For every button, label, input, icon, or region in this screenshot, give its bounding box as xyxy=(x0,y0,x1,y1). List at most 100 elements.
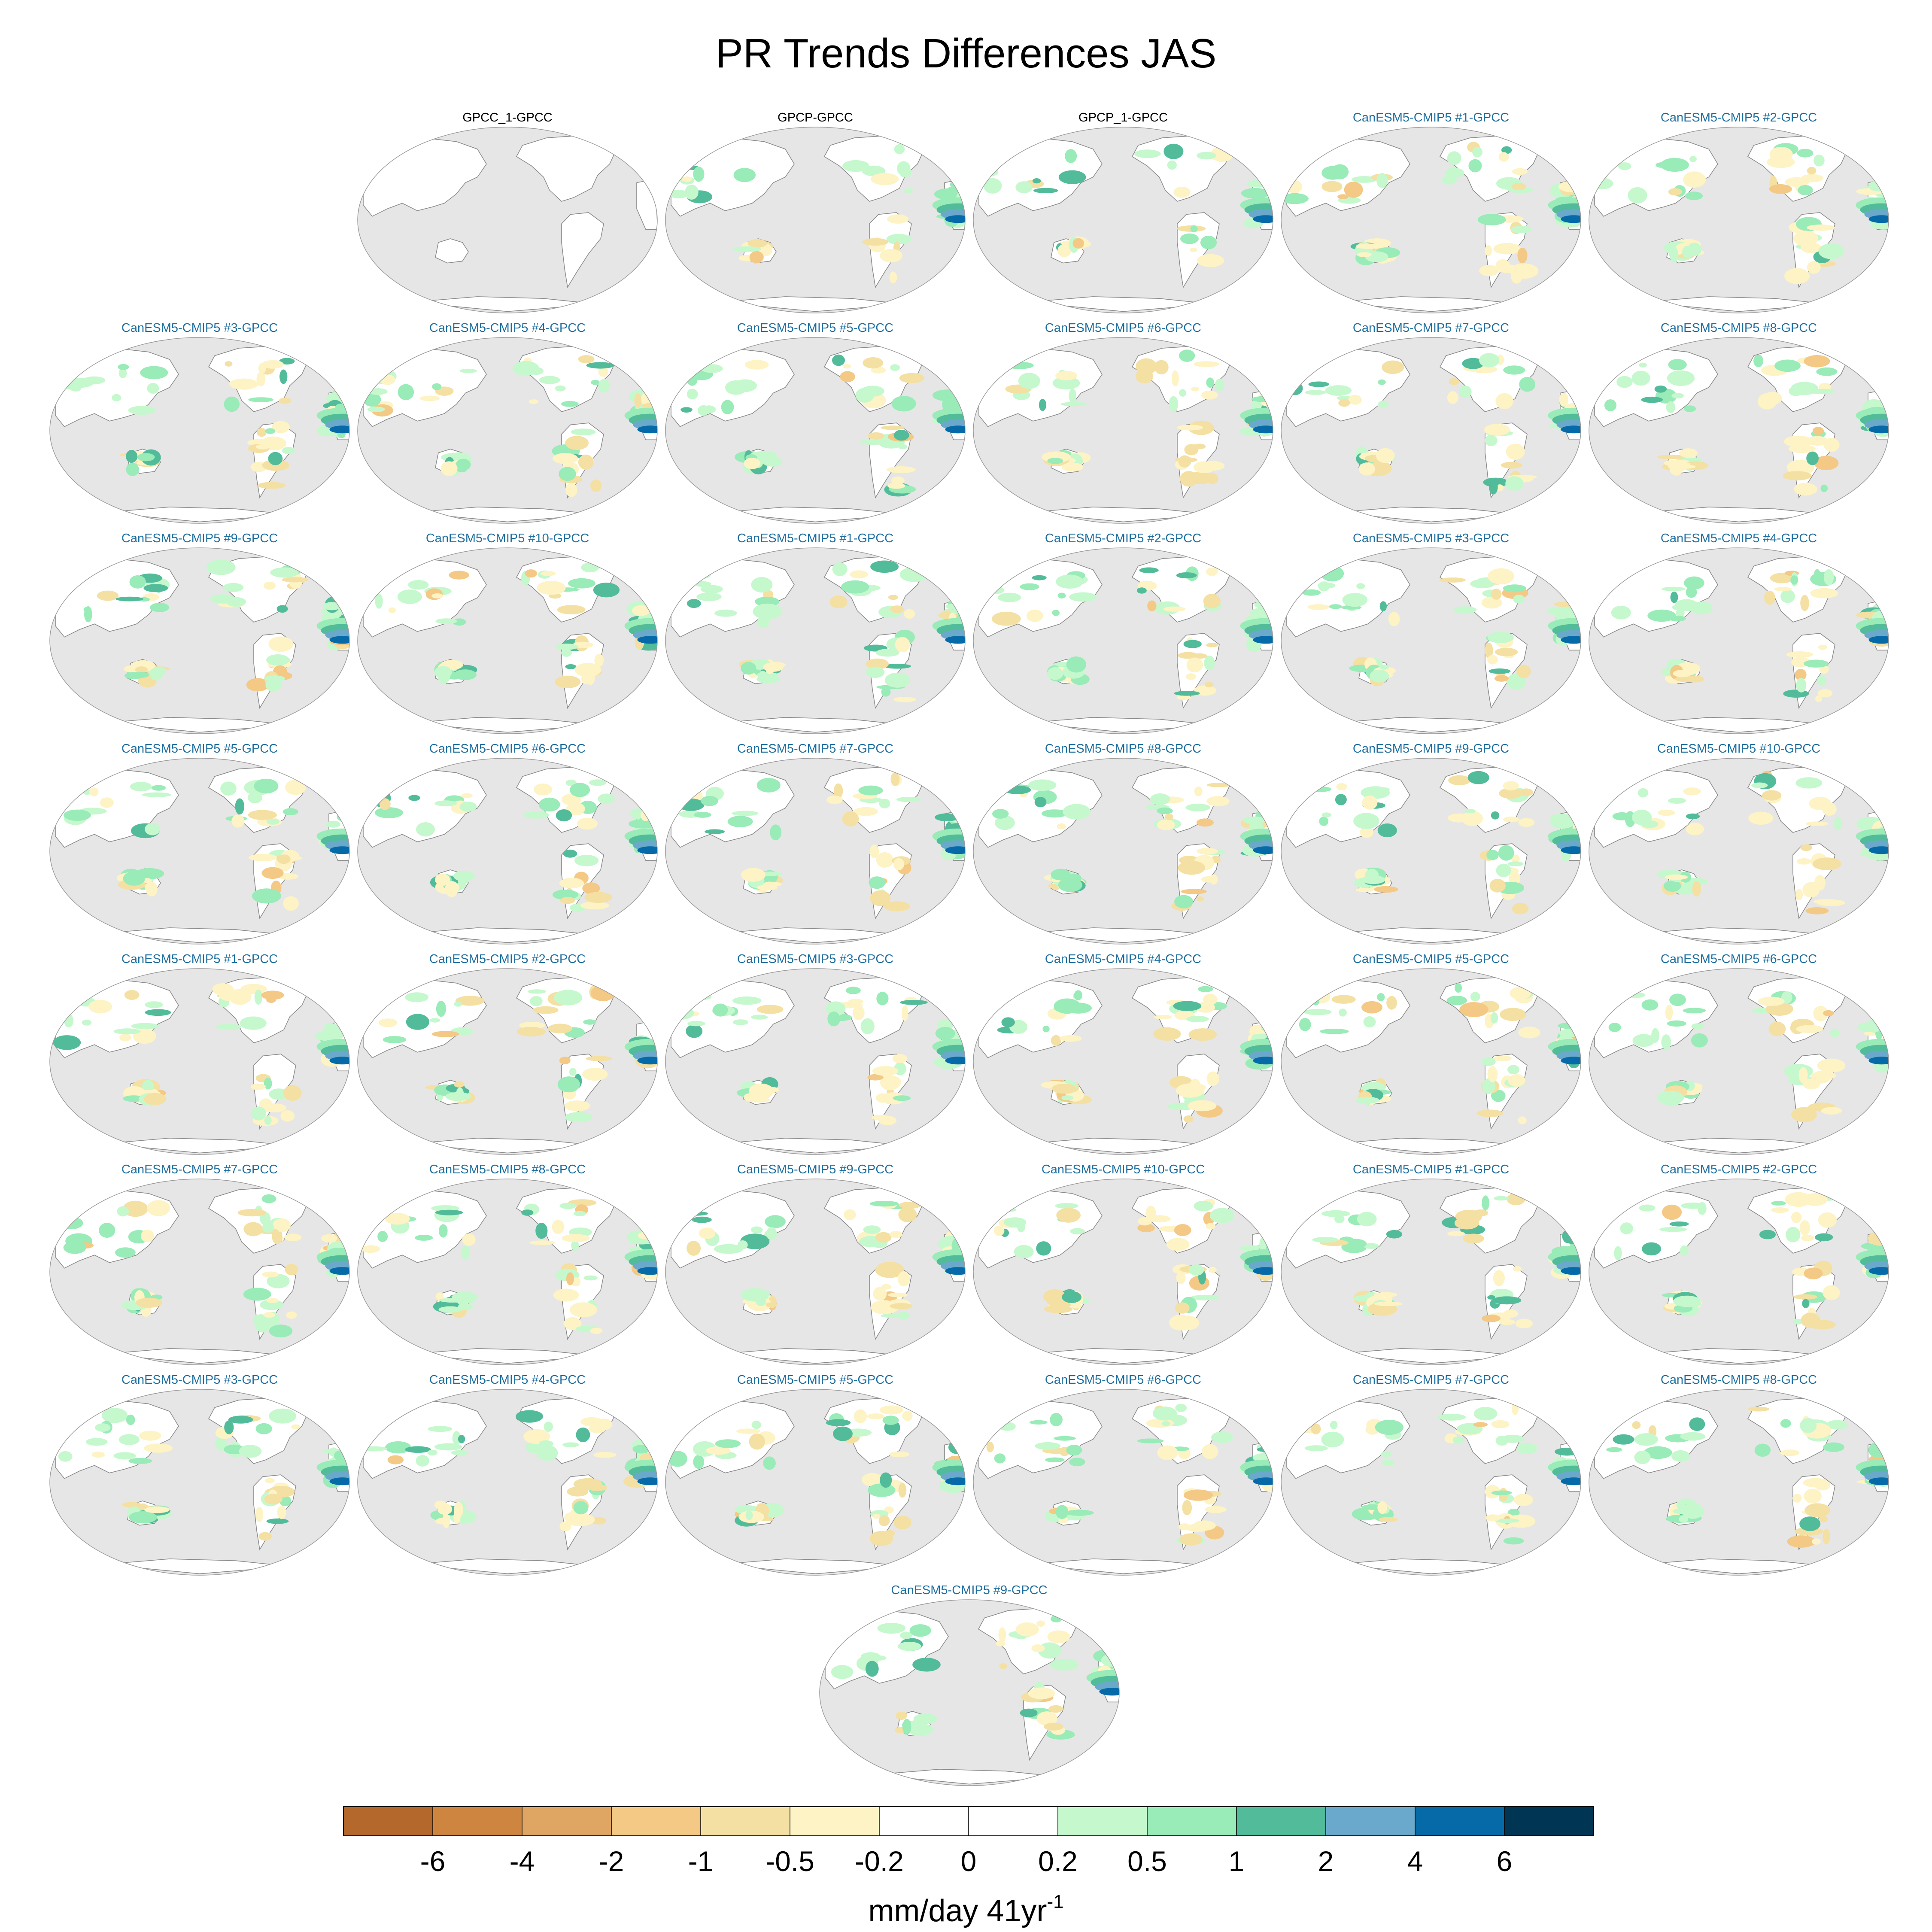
colorbar-tick-label: 0.5 xyxy=(1127,1845,1167,1877)
trend-cell xyxy=(902,1719,911,1735)
trend-cell xyxy=(408,580,429,590)
trend-cell xyxy=(1759,1230,1776,1239)
trend-cell xyxy=(732,246,761,252)
trend-cell xyxy=(1057,592,1066,598)
trend-cell xyxy=(1647,609,1676,622)
trend-cell xyxy=(908,1720,926,1729)
trend-cell xyxy=(1642,1242,1662,1256)
trend-cell xyxy=(1174,1224,1191,1236)
trend-cell xyxy=(1163,606,1186,612)
trend-cell xyxy=(736,1428,760,1434)
trend-cell xyxy=(1001,1017,1015,1027)
trend-cell xyxy=(1057,823,1066,829)
trend-cell xyxy=(462,1233,476,1246)
trend-cell xyxy=(387,1455,404,1464)
trend-cell xyxy=(1816,367,1838,376)
trend-cell xyxy=(749,251,764,264)
trend-cell xyxy=(1637,788,1649,798)
trend-cell xyxy=(562,1234,590,1242)
trend-cell xyxy=(861,1473,884,1487)
panel-title: CanESM5-CMIP5 #3-GPCC xyxy=(121,321,278,335)
trend-cell xyxy=(1321,181,1343,192)
map-plot xyxy=(357,547,658,734)
trend-cell xyxy=(1507,1193,1525,1206)
trend-cell xyxy=(890,364,900,371)
colorbar-unit-text: mm/day 41yr xyxy=(868,1894,1047,1928)
panel-title: CanESM5-CMIP5 #8-GPCC xyxy=(1660,1373,1817,1387)
map-plot xyxy=(1589,547,1889,734)
trend-cell xyxy=(415,1235,433,1241)
trend-cell xyxy=(832,562,848,576)
trend-cell xyxy=(1169,396,1179,412)
trend-cell xyxy=(530,996,543,1006)
land-greenland xyxy=(603,1394,629,1410)
trend-cell xyxy=(909,1624,931,1637)
panel-title: CanESM5-CMIP5 #10-GPCC xyxy=(1657,742,1821,756)
trend-cell xyxy=(454,1001,462,1007)
trend-cell xyxy=(1183,1115,1194,1123)
trend-cell xyxy=(744,360,769,370)
trend-cell xyxy=(117,1206,129,1217)
colorbar-tick-label: 0 xyxy=(961,1845,977,1877)
trend-cell xyxy=(1136,358,1157,375)
map-panel: GPCP_1-GPCC xyxy=(973,111,1273,317)
map-plot xyxy=(973,337,1273,524)
trend-cell xyxy=(1197,152,1216,160)
trend-cell xyxy=(1059,1035,1082,1042)
map-border xyxy=(1281,337,1581,524)
trend-cell xyxy=(1208,1267,1217,1273)
map-border xyxy=(1589,337,1889,524)
map-border xyxy=(1281,127,1581,313)
map-panel: GPCC_1-GPCC xyxy=(357,111,658,317)
trend-cell xyxy=(1167,160,1177,170)
trend-band xyxy=(1253,1267,1273,1275)
trend-cell xyxy=(1157,807,1173,814)
trend-cell xyxy=(1334,1215,1345,1224)
trend-cell xyxy=(1774,587,1792,592)
trend-cell xyxy=(1628,187,1647,204)
trend-cell xyxy=(869,844,879,858)
land-antarctica xyxy=(1334,1558,1522,1574)
trend-cell xyxy=(1868,1442,1888,1458)
trend-cell xyxy=(565,483,577,497)
trend-cell xyxy=(1803,1478,1828,1488)
trend-cell xyxy=(435,618,457,624)
trend-cell xyxy=(1494,1196,1509,1201)
trend-cell xyxy=(1516,665,1531,678)
trend-cell xyxy=(1374,886,1398,893)
trend-cell xyxy=(1299,1018,1311,1031)
trend-cell xyxy=(1205,1506,1227,1513)
trend-cell xyxy=(128,1458,152,1464)
trend-cell xyxy=(891,396,916,412)
trend-cell xyxy=(282,577,309,583)
trend-cell xyxy=(1488,568,1515,584)
trend-cell xyxy=(1670,591,1678,603)
trend-cell xyxy=(137,453,155,462)
trend-cell xyxy=(749,1433,765,1450)
trend-cell xyxy=(994,1453,1006,1464)
trend-cell xyxy=(263,1103,287,1112)
map-plot xyxy=(973,1389,1273,1576)
map-plot xyxy=(973,1179,1273,1365)
trend-cell xyxy=(840,371,855,383)
colorbar-tick-label: 1 xyxy=(1229,1845,1245,1877)
trend-cell xyxy=(895,1711,907,1720)
map-plot xyxy=(357,127,658,313)
colorbar-tick-label: -0.5 xyxy=(766,1845,814,1877)
trend-cell xyxy=(884,664,911,669)
land-antarctica xyxy=(719,927,906,943)
trend-cell xyxy=(553,1288,579,1302)
trend-cell xyxy=(246,678,270,692)
trend-cell xyxy=(1793,231,1818,246)
trend-cell xyxy=(1518,1116,1527,1124)
trend-cell xyxy=(1780,589,1795,603)
trend-cell xyxy=(1462,358,1484,369)
trend-band xyxy=(1561,636,1581,644)
trend-cell xyxy=(1606,1447,1622,1452)
trend-cell xyxy=(1026,609,1043,622)
trend-cell xyxy=(434,800,457,806)
trend-cell xyxy=(1691,601,1713,615)
trend-cell xyxy=(1780,1419,1791,1428)
trend-cell xyxy=(848,999,863,1005)
trend-cell xyxy=(881,1313,907,1318)
